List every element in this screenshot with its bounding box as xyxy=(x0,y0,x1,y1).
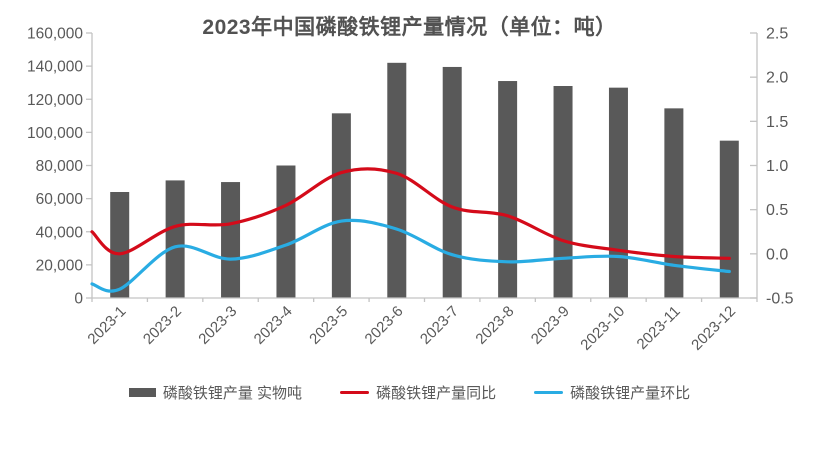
legend-item-mom: 磷酸铁锂产量环比 xyxy=(534,382,690,403)
bar-2023-4 xyxy=(276,165,296,298)
x-axis-label: 2023-4 xyxy=(251,303,296,348)
bar-2023-12 xyxy=(719,140,739,298)
red-line-swatch-icon xyxy=(340,391,370,394)
bar-2023-5 xyxy=(331,113,351,298)
y-right-label: 2.0 xyxy=(766,70,788,87)
y-left-label: 20,000 xyxy=(36,257,84,274)
bar-2023-8 xyxy=(498,81,518,298)
y-left-label: 0 xyxy=(74,291,83,308)
y-right-label: 2.5 xyxy=(766,26,788,43)
y-left-label: 80,000 xyxy=(36,158,84,175)
x-axis-label: 2023-7 xyxy=(417,303,462,348)
x-axis-label: 2023-9 xyxy=(528,303,573,348)
bar-2023-6 xyxy=(387,62,407,298)
legend-item-production: 磷酸铁锂产量 实物吨 xyxy=(128,382,303,403)
legend: 磷酸铁锂产量 实物吨 磷酸铁锂产量同比 磷酸铁锂产量环比 xyxy=(0,382,819,403)
legend-label-mom: 磷酸铁锂产量环比 xyxy=(570,385,691,402)
bar-2023-9 xyxy=(553,86,573,298)
y-left-label: 40,000 xyxy=(36,224,84,241)
y-left-label: 140,000 xyxy=(27,59,83,76)
chart-title: 2023年中国磷酸铁锂产量情况（单位：吨） xyxy=(202,16,617,39)
bar-2023-3 xyxy=(221,182,241,298)
y-right-label: 0.5 xyxy=(766,202,788,219)
bar-2023-1 xyxy=(110,192,130,298)
y-left-label: 120,000 xyxy=(27,92,83,109)
y-left-label: 60,000 xyxy=(36,191,84,208)
y-left-label: 100,000 xyxy=(27,125,83,142)
bar-2023-7 xyxy=(442,66,462,298)
yoy-line xyxy=(90,167,731,260)
y-right-label: 1.0 xyxy=(766,158,788,175)
x-axis-label: 2023-6 xyxy=(362,303,407,348)
y-right-label: 0.0 xyxy=(766,246,788,263)
legend-label-yoy: 磷酸铁锂产量同比 xyxy=(376,385,497,402)
y-right-label: 1.5 xyxy=(766,114,788,131)
x-axis-label: 2023-5 xyxy=(306,303,351,348)
bar-2023-11 xyxy=(664,108,684,298)
legend-label-production: 磷酸铁锂产量 实物吨 xyxy=(162,385,303,402)
legend-item-yoy: 磷酸铁锂产量同比 xyxy=(340,382,496,403)
y-right-label: -0.5 xyxy=(766,291,794,308)
x-axis-label: 2023-10 xyxy=(577,303,628,354)
x-axis-label: 2023-2 xyxy=(140,303,185,348)
bar-2023-2 xyxy=(165,180,185,298)
x-axis-label: 2023-8 xyxy=(472,303,517,348)
blue-line-swatch-icon xyxy=(534,391,564,394)
y-left-label: 160,000 xyxy=(27,26,83,43)
x-axis-label: 2023-1 xyxy=(84,303,129,348)
x-axis-label: 2023-3 xyxy=(195,303,240,348)
bar-swatch-icon xyxy=(128,388,156,397)
mom-line xyxy=(90,218,731,293)
x-axis-label: 2023-11 xyxy=(634,303,684,353)
x-axis-label: 2023-12 xyxy=(688,303,739,354)
bar-2023-10 xyxy=(608,87,628,298)
